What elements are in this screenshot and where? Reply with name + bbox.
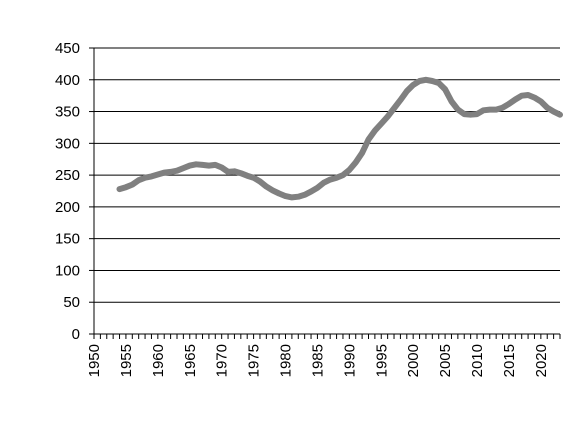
y-tick-label: 250 [55,167,80,184]
y-tick-label: 0 [72,326,80,343]
x-tick-label: 2000 [405,344,422,377]
y-tick-label: 50 [63,294,80,311]
x-axis-tick-labels: 1950 1955 1960 1965 1970 1975 1980 1985 1990 1995… [86,344,550,377]
series-layer [116,76,563,201]
x-tick-label: 1995 [373,344,390,377]
y-tick-label: 300 [55,135,80,152]
y-tick-label: 100 [55,262,80,279]
x-tick-label: 1965 [182,344,199,377]
x-tick-label: 2005 [437,344,454,377]
x-tick-label: 1970 [214,344,231,377]
x-tick-label: 1990 [341,344,358,377]
x-tick-label: 1985 [309,344,326,377]
x-tick-label: 2010 [469,344,486,377]
y-tick-label: 200 [55,199,80,216]
x-tick-label: 1980 [278,344,295,377]
x-tick-label: 2015 [501,344,518,377]
x-tick-label: 2020 [533,344,550,377]
x-tick-label: 1975 [246,344,263,377]
y-tick-label: 150 [55,231,80,248]
y-axis-tick-labels: 0 50 100 150 200 250 300 350 400 450 [55,40,80,343]
x-tick-label: 1955 [118,344,135,377]
y-tick-label: 400 [55,72,80,89]
y-tick-label: 350 [55,104,80,121]
x-tick-label: 1960 [150,344,167,377]
x-tick-label: 1950 [86,344,103,377]
axes [89,47,561,339]
y-tick-label: 450 [55,40,80,57]
gridlines [94,47,560,303]
series-line-0 [116,76,563,201]
